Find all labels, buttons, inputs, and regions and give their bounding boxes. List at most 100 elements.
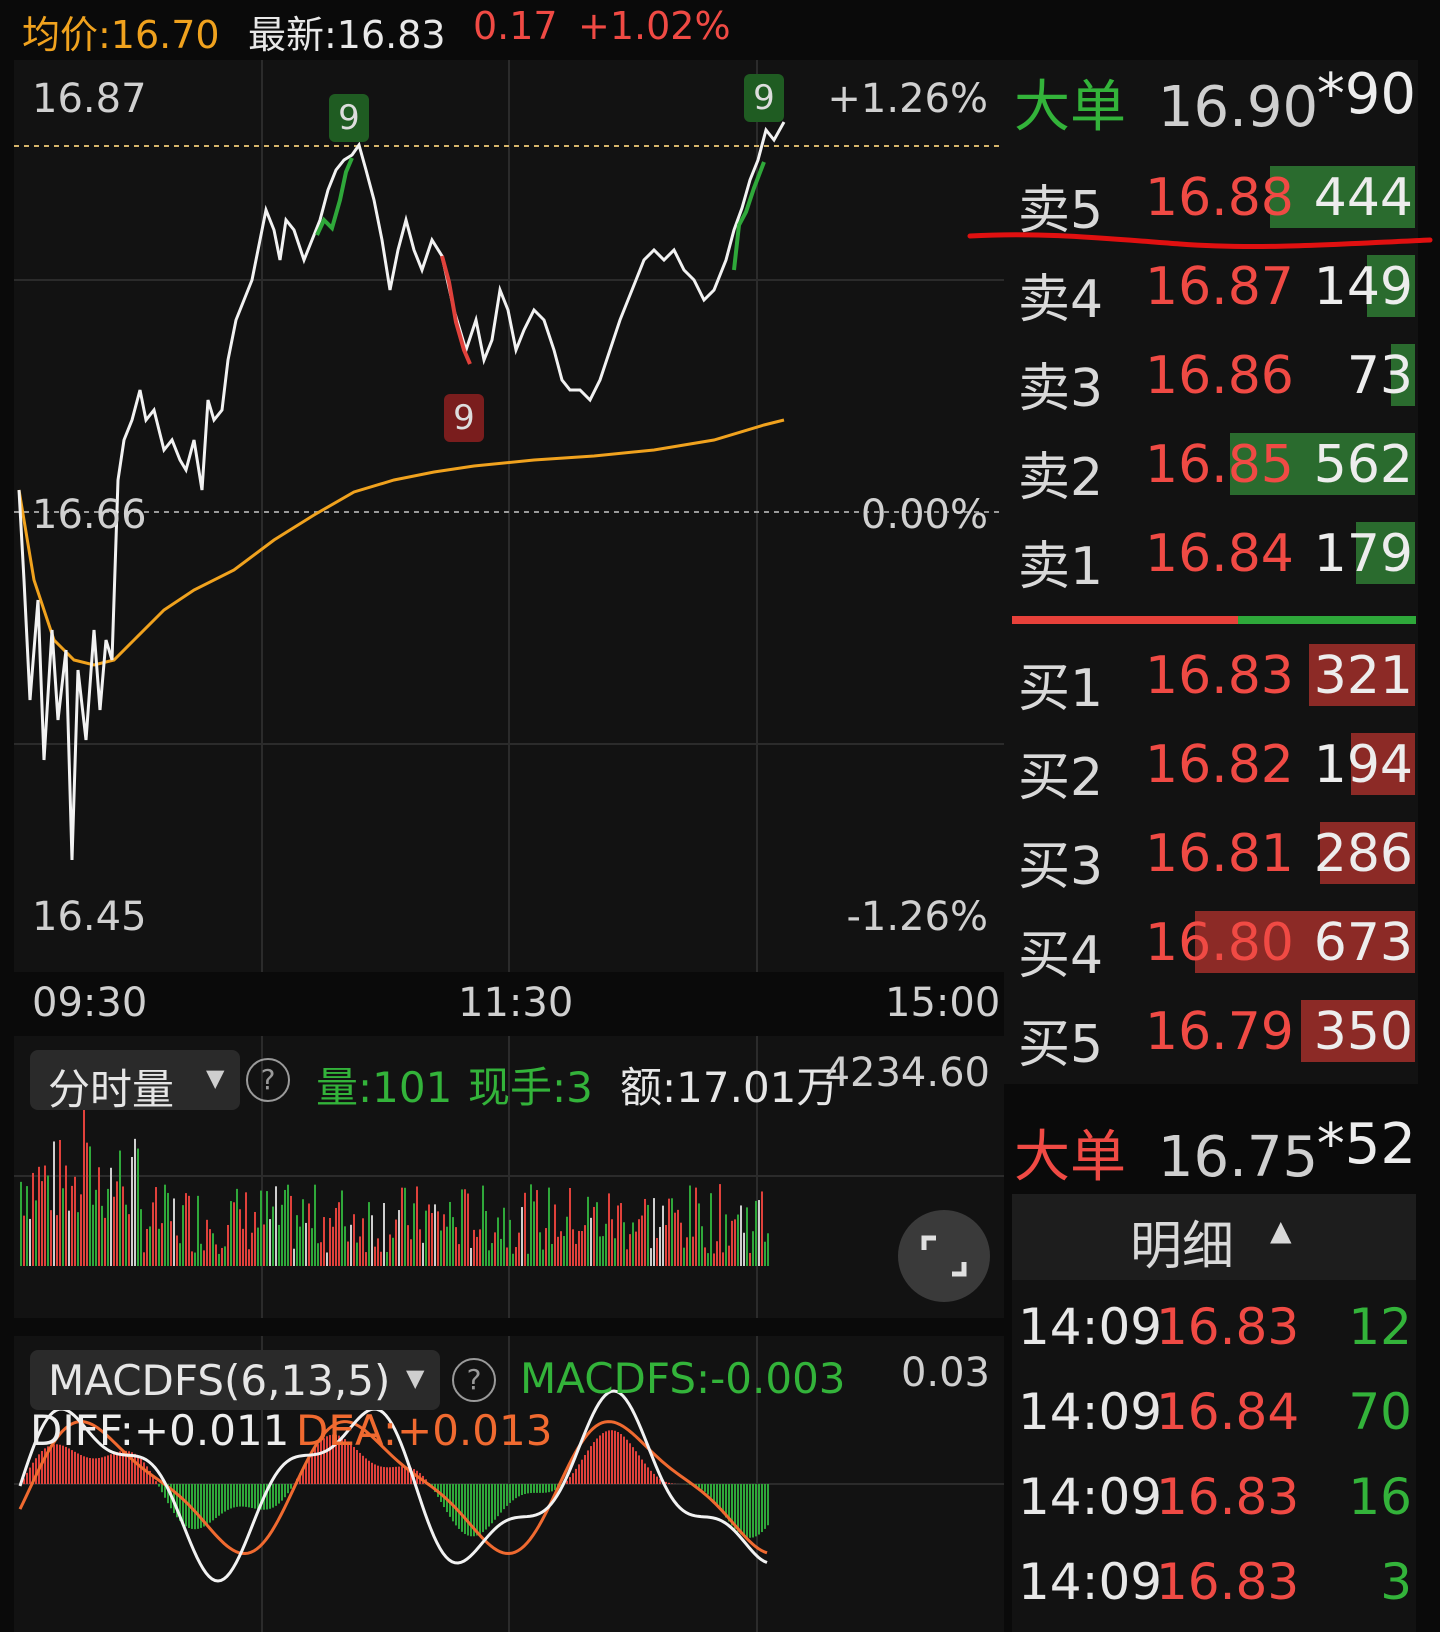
level-price: 16.85 [1145, 435, 1294, 495]
volume-bar [239, 1209, 241, 1266]
intraday-chart[interactable]: 9 9 9 16.87 16.66 16.45 +1.26% 0.00% -1.… [14, 60, 1004, 972]
volume-bar [32, 1172, 34, 1266]
volume-bar [413, 1203, 415, 1266]
macd-bar [509, 1484, 511, 1503]
volume-bar [128, 1214, 130, 1266]
macd-bar [194, 1484, 196, 1530]
level-label: 卖5 [1018, 181, 1104, 241]
macd-bar [704, 1484, 706, 1492]
macd-bar [653, 1473, 655, 1484]
volume-bar [683, 1247, 685, 1266]
macd-bar [611, 1430, 613, 1484]
volume-bar [362, 1218, 364, 1266]
volume-max-label: 4234.60 [824, 1050, 990, 1096]
big-order-top-price: 16.90 [1157, 75, 1319, 140]
big-order-bottom-label: 大单 [1014, 1125, 1126, 1190]
volume-bar [764, 1241, 766, 1266]
volume-bar [713, 1253, 715, 1266]
macd-bar [719, 1484, 721, 1510]
macd-bar [740, 1484, 742, 1535]
bid-row-5[interactable]: 买5 16.79 350 [1010, 992, 1415, 1075]
macd-bar [407, 1466, 409, 1484]
macd-bar [767, 1484, 769, 1526]
zero-pct-label: 0.00% [860, 492, 988, 538]
macd-bar [278, 1484, 280, 1504]
macd-bar [32, 1462, 34, 1484]
fullscreen-button[interactable] [898, 1210, 990, 1302]
volume-bar [491, 1243, 493, 1266]
macd-bar [107, 1455, 109, 1484]
macd-bar [464, 1484, 466, 1535]
macd-bar [389, 1467, 391, 1484]
volume-bar [230, 1201, 232, 1266]
macd-bar [356, 1449, 358, 1484]
macd-bar [335, 1434, 337, 1484]
macd-bar [524, 1484, 526, 1495]
volume-indicator-label: 分时量 [48, 1065, 175, 1114]
macd-bar [128, 1451, 130, 1484]
macd-bar [311, 1452, 313, 1484]
volume-bar [707, 1253, 709, 1266]
volume-bar [122, 1186, 124, 1266]
high-price-label: 16.87 [32, 76, 147, 122]
bid-row-1[interactable]: 买1 16.83 321 [1010, 636, 1415, 719]
macd-bar [737, 1484, 739, 1532]
macd-bar [254, 1484, 256, 1509]
macd-bar [95, 1458, 97, 1484]
macd-bar [485, 1484, 487, 1530]
volume-bar [530, 1184, 532, 1266]
macd-bar [317, 1444, 319, 1484]
volume-bar [176, 1235, 178, 1266]
volume-bar [617, 1205, 619, 1266]
bid-row-2[interactable]: 买2 16.82 194 [1010, 725, 1415, 808]
macd-bar [623, 1436, 625, 1484]
detail-price: 16.83 [1156, 1553, 1300, 1611]
volume-bar [512, 1253, 514, 1266]
volume-bar [398, 1210, 400, 1266]
macd-bar [500, 1484, 502, 1513]
volume-bar [314, 1184, 316, 1266]
volume-bar [434, 1204, 436, 1266]
volume-bar [461, 1189, 463, 1266]
detail-list [1012, 1280, 1416, 1632]
volume-bar [422, 1242, 424, 1266]
ask-row-5[interactable]: 卖1 16.84 179 [1010, 514, 1415, 597]
volume-bar [536, 1190, 538, 1266]
volume-bar [317, 1243, 319, 1266]
detail-header[interactable]: 明细 ▲ [1012, 1194, 1416, 1280]
macd-bar [326, 1436, 328, 1484]
level-label: 卖3 [1018, 359, 1104, 419]
quote-header: 均价:16.70 最新:16.83 0.17 +1.02% [0, 0, 1440, 58]
bid-row-3[interactable]: 买3 16.81 286 [1010, 814, 1415, 897]
macd-indicator-select[interactable]: MACDFS(6,13,5) ▼ [30, 1350, 440, 1410]
big-order-bottom: 大单 16.75 [1014, 1112, 1318, 1193]
volume-bar [206, 1219, 208, 1266]
ask-row-2[interactable]: 卖4 16.87 149 [1010, 247, 1415, 330]
volume-bar [308, 1203, 310, 1266]
macd-bar [347, 1441, 349, 1484]
macd-bar [374, 1464, 376, 1484]
volume-bar [356, 1242, 358, 1266]
volume-indicator-select[interactable]: 分时量 ▼ [30, 1050, 240, 1114]
help-icon[interactable]: ? [246, 1058, 290, 1102]
ask-row-4[interactable]: 卖2 16.85 562 [1010, 425, 1415, 508]
volume-bar [728, 1245, 730, 1266]
ask-row-3[interactable]: 卖3 16.86 73 [1010, 336, 1415, 419]
volume-bar [164, 1184, 166, 1266]
ask-row-1[interactable]: 卖5 16.88 444 [1010, 158, 1415, 241]
volume-bar [758, 1200, 760, 1266]
volume-bar [518, 1232, 520, 1266]
macd-bar [101, 1457, 103, 1484]
macd-bar [239, 1484, 241, 1507]
bid-row-4[interactable]: 买4 16.80 673 [1010, 903, 1415, 986]
volume-bar [452, 1217, 454, 1266]
price-line-red-seg [440, 255, 472, 365]
macd-bar [599, 1435, 601, 1484]
macd-bar [545, 1484, 547, 1493]
help-icon[interactable]: ? [452, 1358, 496, 1402]
macd-bar [503, 1484, 505, 1510]
volume-bar [38, 1166, 40, 1266]
macd-bar [764, 1484, 766, 1529]
volume-bar [566, 1216, 568, 1266]
expand-icon [921, 1235, 967, 1277]
